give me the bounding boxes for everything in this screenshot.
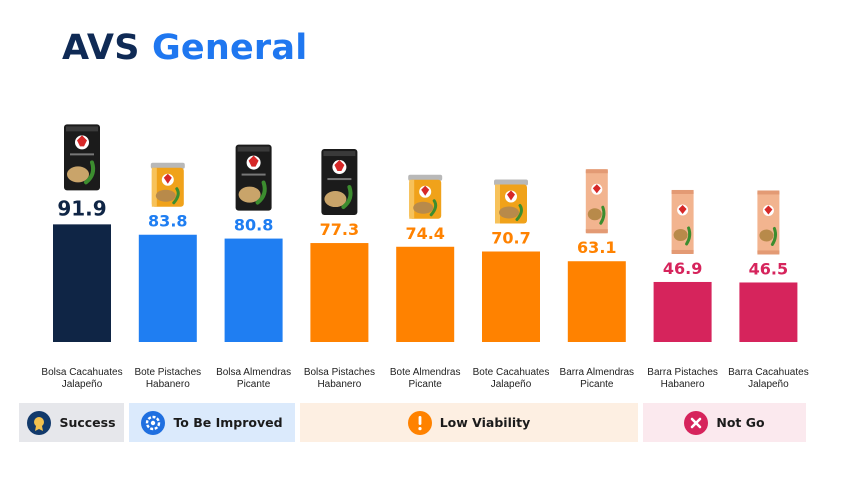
x-tick-label: Bote Pistaches	[134, 367, 201, 378]
can-package-icon	[408, 174, 443, 219]
legend-label: Not Go	[716, 415, 765, 430]
x-tick-label: Habanero	[146, 379, 190, 390]
data-label: 91.9	[57, 196, 106, 220]
title-part-2: General	[152, 28, 308, 68]
x-tick-label: Jalapeño	[491, 379, 532, 390]
x-tick-label: Jalapeño	[62, 379, 103, 390]
x-tick-label: Picante	[580, 379, 614, 390]
can-package-icon	[494, 179, 528, 224]
medal-icon	[27, 410, 52, 435]
legend-to-be-improved: To Be Improved	[129, 403, 295, 442]
bar	[482, 251, 540, 342]
exclamation-icon	[407, 410, 432, 435]
x-tick-label: Habanero	[317, 379, 361, 390]
title-part-1: AVS	[62, 28, 140, 68]
data-label: 46.9	[663, 259, 702, 278]
x-tick-label: Picante	[237, 379, 271, 390]
bar	[53, 224, 111, 342]
x-tick-label: Bolsa Almendras	[216, 367, 291, 378]
x-tick-label: Bolsa Cacahuates	[41, 367, 122, 378]
data-label: 63.1	[577, 238, 616, 257]
bar	[396, 246, 455, 342]
data-label: 80.8	[234, 216, 273, 235]
bar-package-icon	[671, 189, 694, 254]
x-tick-label: Jalapeño	[748, 379, 789, 390]
bar	[138, 234, 197, 342]
x-tick-label: Bote Almendras	[390, 367, 461, 378]
data-label: 74.4	[405, 224, 444, 243]
x-tick-label: Bote Cacahuates	[473, 367, 550, 378]
data-label: 46.5	[749, 259, 788, 278]
bar-package-icon	[757, 190, 780, 255]
x-tick-label: Habanero	[661, 379, 705, 390]
legend-label: To Be Improved	[173, 415, 283, 430]
page-title: AVS General	[62, 28, 307, 68]
bag-package-icon	[235, 144, 272, 211]
legend-label: Success	[59, 415, 116, 430]
bar	[224, 238, 283, 342]
can-package-icon	[150, 162, 185, 207]
bag-package-icon	[64, 124, 100, 191]
bar	[310, 243, 369, 342]
legend-not-go: Not Go	[643, 403, 806, 442]
bag-package-icon	[321, 149, 358, 216]
legend-success: Success	[19, 403, 124, 442]
x-tick-label: Picante	[409, 379, 443, 390]
gear-icon	[141, 410, 166, 435]
legend-label: Low Viability	[439, 415, 531, 430]
data-label: 83.8	[148, 212, 187, 231]
bar	[567, 261, 626, 342]
x-tick-label: Barra Almendras	[560, 367, 634, 378]
data-label: 70.7	[491, 229, 530, 248]
bar-package-icon	[585, 169, 608, 234]
data-label: 77.3	[320, 220, 359, 239]
x-tick-label: Bolsa Pistaches	[304, 367, 375, 378]
legend-low-viability: Low Viability	[300, 403, 638, 442]
bar	[739, 282, 798, 342]
x-tick-label: Barra Pistaches	[647, 367, 718, 378]
bar	[653, 281, 712, 342]
x-tick-label: Barra Cacahuates	[728, 367, 809, 378]
close-icon	[684, 410, 709, 435]
